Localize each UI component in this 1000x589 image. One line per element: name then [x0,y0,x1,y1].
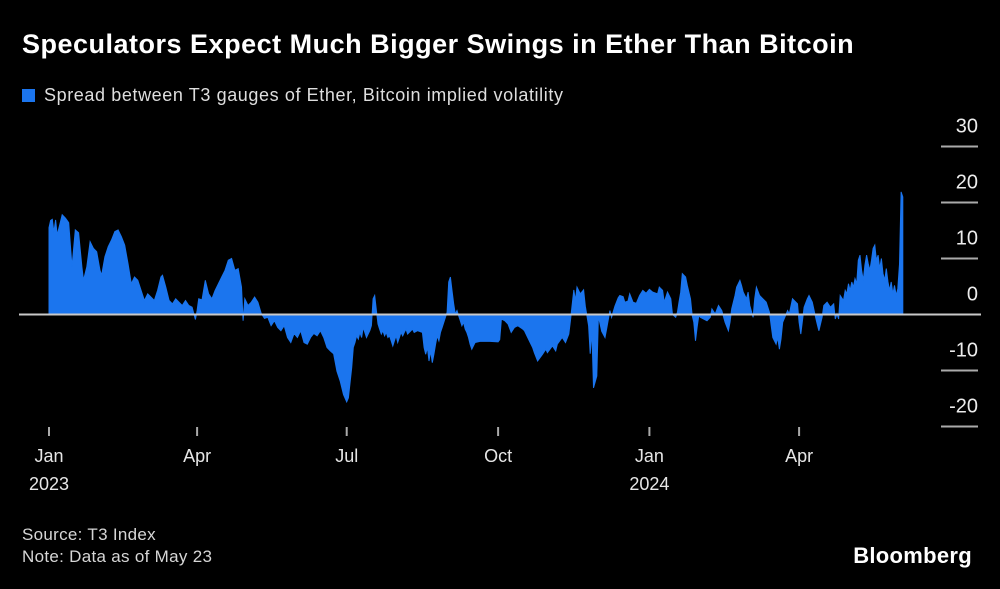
x-tick-label: Apr [785,446,813,466]
x-tick-label: Jul [335,446,358,466]
x-tick-label: Apr [183,446,211,466]
series-area [48,191,904,404]
y-tick-label: -20 [949,396,978,418]
x-tick-label: Oct [484,446,512,466]
y-tick-label: -10 [949,340,978,362]
legend-label: Spread between T3 gauges of Ether, Bitco… [44,85,564,105]
y-tick-label: 0 [967,284,978,306]
page-title: Speculators Expect Much Bigger Swings in… [22,29,855,59]
source-line: Source: T3 Index [22,525,156,544]
y-tick-label: 30 [956,116,978,138]
legend-swatch-icon [22,89,35,102]
y-tick-label: 10 [956,228,978,250]
y-tick-label: 20 [956,172,978,194]
x-tick-year-label: 2024 [629,474,669,494]
x-tick-year-label: 2023 [29,474,69,494]
x-tick-label: Jan [34,446,63,466]
legend: Spread between T3 gauges of Ether, Bitco… [22,85,564,106]
source-note: Source: T3 Index Note: Data as of May 23 [22,524,212,568]
x-tick-label: Jan [635,446,664,466]
note-line: Note: Data as of May 23 [22,547,213,566]
bloomberg-logo: Bloomberg [853,543,972,568]
